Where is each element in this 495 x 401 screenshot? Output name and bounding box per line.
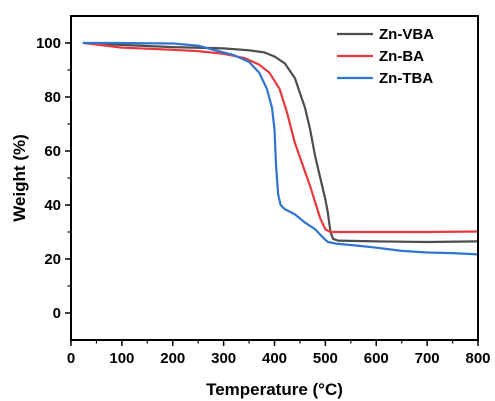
legend-label: Zn-BA	[379, 48, 424, 65]
x-tick-label: 800	[465, 350, 490, 367]
x-tick-label: 600	[364, 350, 389, 367]
legend-label: Zn-TBA	[379, 70, 433, 87]
x-tick-label: 500	[313, 350, 338, 367]
series-layer	[82, 41, 480, 256]
series-line-zn-tba	[82, 41, 480, 256]
y-axis-title: Weight (%)	[10, 134, 29, 222]
ticks-layer: 0 100 200 300 400 500 600 700 800 0 20 40 60 80 100	[36, 35, 491, 367]
y-tick-label: 100	[36, 35, 61, 52]
x-tick-label: 400	[262, 350, 287, 367]
series-line-zn-ba	[82, 41, 480, 234]
legend: Zn-VBA Zn-BA Zn-TBA	[337, 26, 434, 87]
y-tick-label: 40	[44, 197, 61, 214]
x-tick-label: 0	[67, 350, 75, 367]
y-tick-label: 0	[53, 305, 61, 322]
x-tick-label: 200	[160, 350, 185, 367]
y-tick-label: 20	[44, 251, 61, 268]
y-tick-label: 60	[44, 143, 61, 160]
x-axis-title: Temperature (°C)	[206, 380, 343, 399]
y-tick-label: 80	[44, 89, 61, 106]
x-tick-label: 300	[211, 350, 236, 367]
series-line-zn-vba	[82, 41, 480, 244]
legend-label: Zn-VBA	[379, 26, 434, 43]
x-tick-label: 700	[415, 350, 440, 367]
x-tick-label: 100	[109, 350, 134, 367]
